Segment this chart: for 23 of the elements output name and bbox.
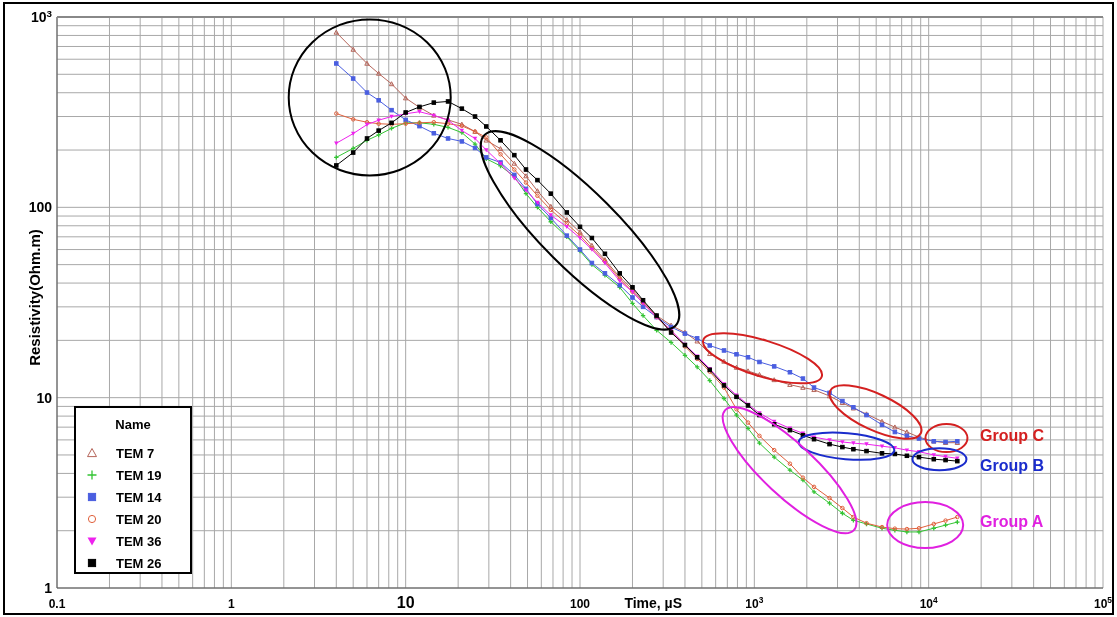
legend-label: TEM 36 (116, 534, 162, 549)
y-axis-title: Resistivity(Ohm.m) (26, 229, 43, 366)
annotation: Group C (980, 427, 1045, 444)
legend-label: TEM 20 (116, 512, 162, 527)
annotation: Group A (980, 513, 1044, 530)
y-tick-label: 1 (44, 580, 53, 596)
legend-title: Name (115, 417, 151, 432)
legend-label: TEM 14 (116, 490, 163, 505)
x-tick-label: 10$^{5}$ (1093, 595, 1113, 611)
x-axis-title: Time, µS (624, 595, 683, 611)
legend-label: TEM 7 (116, 446, 155, 461)
x-tick-label: 0.1 (48, 597, 66, 611)
legend-label: TEM 26 (116, 556, 162, 571)
legend-label: TEM 19 (116, 468, 162, 483)
x-tick-label: 10 (396, 594, 415, 611)
x-tick-label: 100 (569, 597, 591, 611)
x-tick-label: 10$^{4}$ (919, 595, 939, 611)
y-tick-label: 10$^{3}$ (30, 7, 53, 25)
y-tick-label: 100 (28, 199, 53, 216)
x-tick-label: 10$^{3}$ (745, 595, 764, 611)
x-tick-label: 1 (227, 597, 235, 611)
annotation: Group B (980, 457, 1044, 474)
y-tick-label: 10 (36, 389, 53, 406)
